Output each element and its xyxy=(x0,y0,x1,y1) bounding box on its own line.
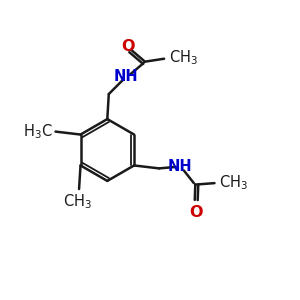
Text: NH: NH xyxy=(168,159,192,174)
Text: H$_3$C: H$_3$C xyxy=(23,122,52,141)
Text: NH: NH xyxy=(113,70,138,85)
Text: CH$_3$: CH$_3$ xyxy=(63,192,92,211)
Text: CH$_3$: CH$_3$ xyxy=(169,49,197,68)
Text: CH$_3$: CH$_3$ xyxy=(219,174,248,193)
Text: O: O xyxy=(121,39,135,54)
Text: O: O xyxy=(189,205,203,220)
